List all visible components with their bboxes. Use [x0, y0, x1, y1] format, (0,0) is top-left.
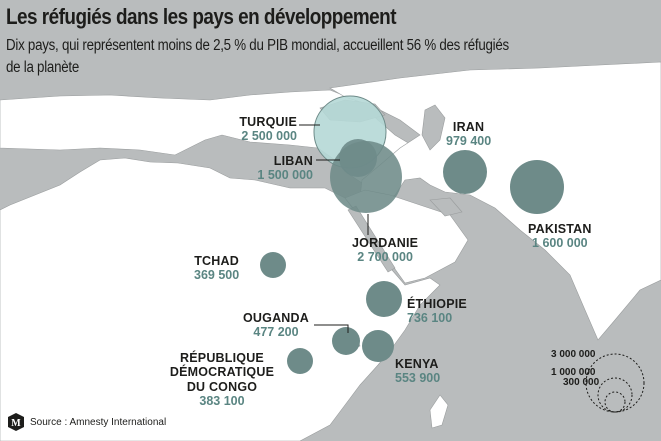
country-name: KENYA	[395, 357, 439, 371]
country-name: PAKISTAN	[528, 222, 592, 236]
country-name: JORDANIE	[352, 236, 419, 250]
country-name: TURQUIE	[239, 115, 297, 129]
country-name: OUGANDA	[243, 311, 309, 325]
refugee-count: 369 500	[194, 268, 240, 283]
refugee-count: 2 500 000	[241, 129, 297, 144]
svg-text:M: M	[11, 418, 21, 429]
country-name-line-3: DU CONGO	[186, 379, 258, 394]
country-name: IRAN	[452, 120, 485, 134]
label-liban: LIBAN 1 500 000	[257, 154, 313, 183]
madagascar	[429, 394, 449, 429]
country-name: TCHAD	[194, 254, 239, 268]
country-name-line-1: RÉPUBLIQUE	[180, 351, 264, 365]
page-title: Les réfugiés dans les pays en développem…	[6, 4, 397, 29]
bubble-pakistan	[510, 160, 564, 214]
bubble-ethiopie	[366, 281, 402, 317]
bubble-rdc	[287, 348, 313, 374]
legend-label-1000000: 1 000 000	[551, 367, 596, 378]
bubble-ouganda	[332, 327, 360, 355]
legend-label-300000: 300 000	[563, 377, 600, 388]
refugee-count: 736 100	[407, 311, 453, 326]
country-name: ÉTHIOPIE	[407, 297, 467, 311]
le-monde-logo: M	[8, 413, 24, 431]
label-pakistan: PAKISTAN 1 600 000	[528, 222, 592, 251]
page-subtitle: Dix pays, qui représentent moins de 2,5 …	[6, 37, 509, 76]
leader-ouganda	[314, 324, 349, 333]
refugee-count: 477 200	[253, 325, 299, 340]
refugee-count: 979 400	[446, 134, 492, 149]
label-turquie: TURQUIE 2 500 000	[239, 115, 297, 144]
persian-gulf	[429, 197, 463, 217]
label-iran: IRAN 979 400	[446, 120, 491, 149]
country-name: LIBAN	[273, 154, 313, 168]
legend-circle-large	[585, 353, 645, 413]
bubble-iran	[443, 150, 487, 194]
label-rdc: RÉPUBLIQUE DÉMOCRATIQUE DU CONGO 383 100	[152, 351, 292, 409]
bubble-liban	[339, 139, 377, 177]
refugee-count: 1 500 000	[257, 168, 313, 183]
legend-circles	[585, 353, 645, 413]
label-jordanie: JORDANIE 2 700 000	[352, 236, 418, 265]
refugee-count: 383 100	[199, 394, 245, 409]
legend-label-3000000: 3 000 000	[551, 349, 596, 360]
refugee-count: 2 700 000	[357, 250, 413, 265]
refugee-count: 553 900	[395, 371, 441, 386]
legend-circle-small	[604, 391, 626, 413]
country-name-line-2: DÉMOCRATIQUE	[169, 365, 275, 380]
legend-circle-medium	[597, 377, 633, 413]
label-tchad: TCHAD 369 500	[194, 254, 239, 283]
asia-landmass	[329, 61, 661, 341]
source-text: Source : Amnesty International	[30, 417, 167, 428]
bubble-tchad	[260, 252, 286, 278]
label-kenya: KENYA 553 900	[395, 357, 440, 386]
bubble-kenya	[362, 330, 394, 362]
refugee-count: 1 600 000	[532, 236, 588, 251]
label-ouganda: OUGANDA 477 200	[243, 311, 309, 340]
caspian-sea	[421, 104, 446, 151]
label-ethiopie: ÉTHIOPIE 736 100	[407, 297, 467, 326]
